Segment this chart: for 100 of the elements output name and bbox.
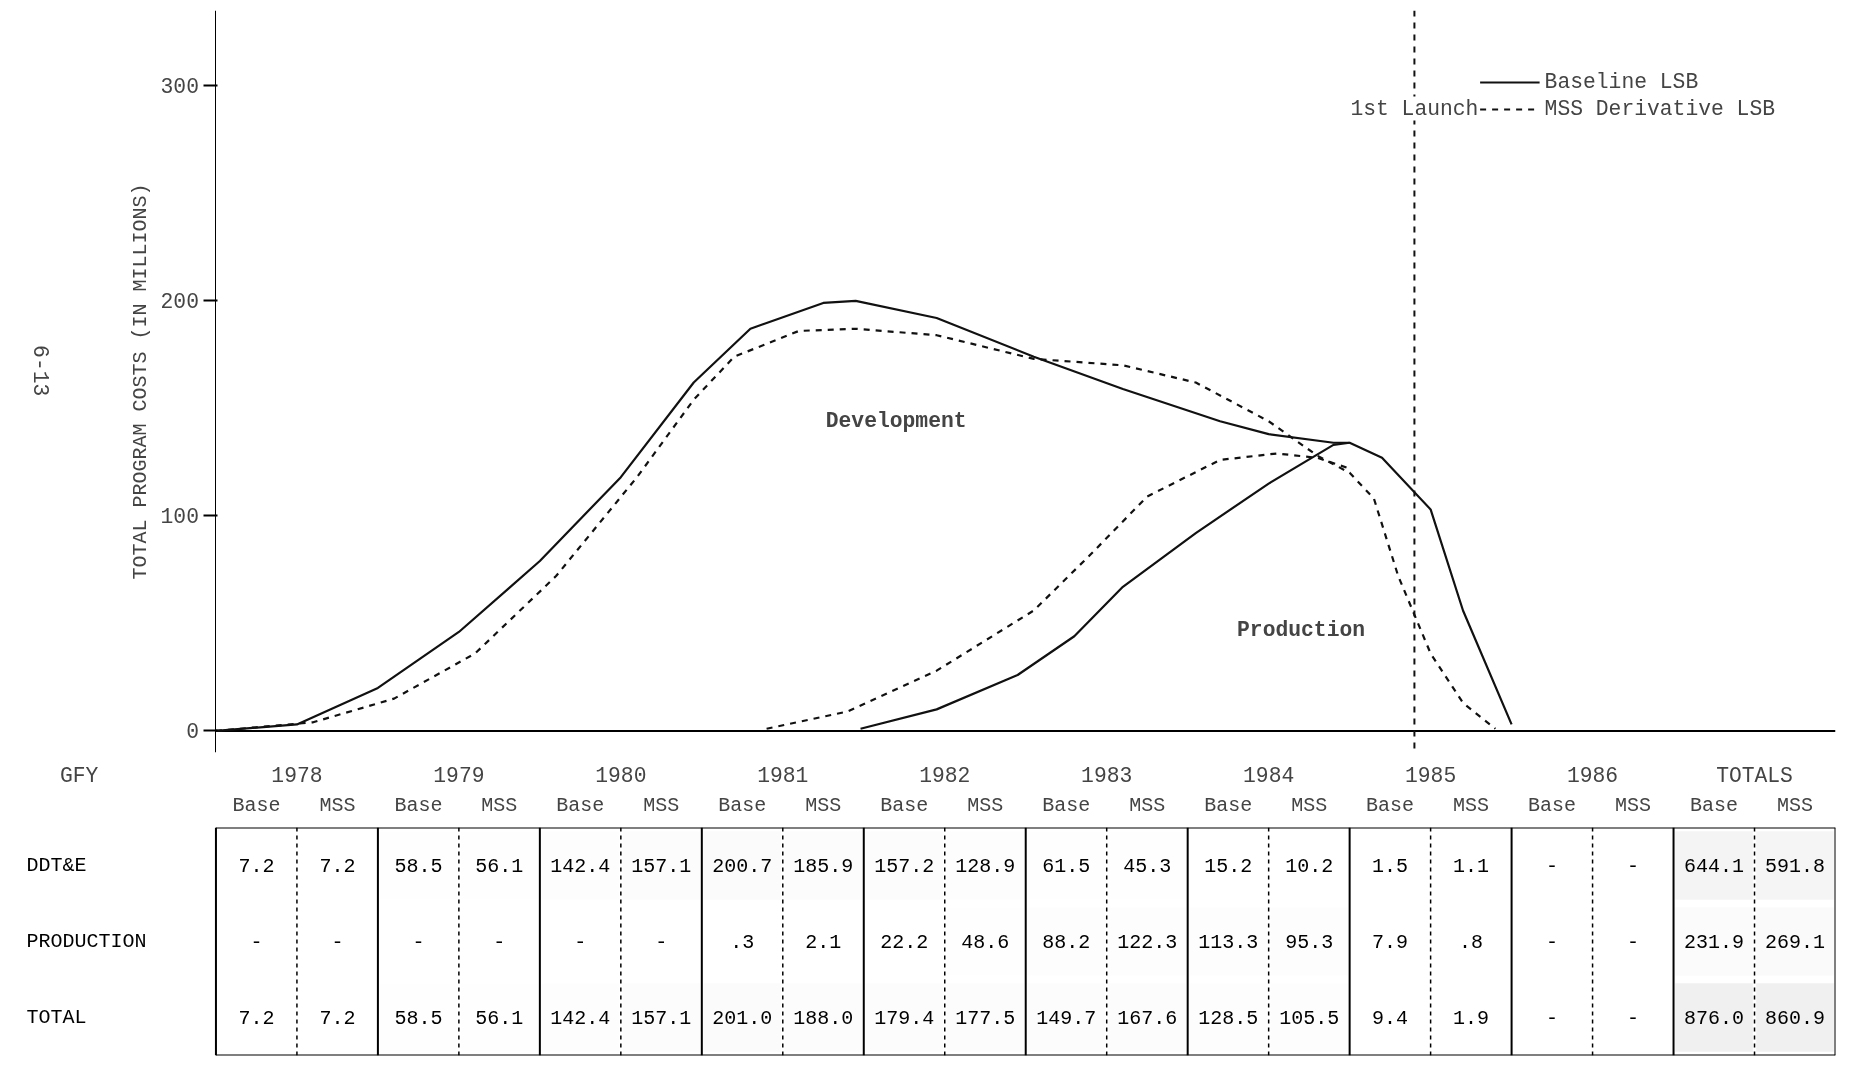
- data-label: 269.1: [1765, 931, 1826, 954]
- data-label: 7.2: [238, 855, 275, 878]
- y-tick-label: TOTAL: [26, 1006, 87, 1029]
- data-label: 22.2: [880, 931, 929, 954]
- x-tick-label: MSS: [643, 793, 680, 817]
- data-label: 95.3: [1285, 931, 1334, 954]
- data-label: 167.6: [1117, 1007, 1178, 1030]
- data-label: 128.9: [955, 855, 1016, 878]
- y-axis-title: TOTAL PROGRAM COSTS (IN MILLIONS): [129, 183, 153, 580]
- x-tick-label: 1983: [1081, 763, 1133, 788]
- x-tick-label: MSS: [1777, 793, 1814, 817]
- data-label: 876.0: [1684, 1007, 1745, 1030]
- annotation: Development: [825, 409, 967, 434]
- ref-line-label: 1st Launch: [1350, 96, 1479, 121]
- data-label: 61.5: [1042, 855, 1091, 878]
- x-tick-label: MSS: [1615, 793, 1652, 817]
- data-label: 157.1: [631, 1007, 692, 1030]
- data-label: 591.8: [1765, 855, 1826, 878]
- x-tick-label: 1980: [595, 763, 647, 788]
- data-label: 157.2: [874, 855, 935, 878]
- data-label: 177.5: [955, 1007, 1016, 1030]
- text: -: [1627, 855, 1640, 878]
- x-tick-label: Base: [556, 793, 605, 817]
- x-tick-label: Base: [1690, 793, 1739, 817]
- x-tick-label: 1985: [1405, 763, 1457, 788]
- text: -: [655, 931, 668, 954]
- data-label: 9.4: [1372, 1007, 1409, 1030]
- legend-label: MSS Derivative LSB: [1544, 97, 1775, 121]
- data-label: 7.2: [319, 855, 356, 878]
- x-tick-label: MSS: [805, 793, 842, 817]
- data-label: 113.3: [1198, 931, 1259, 954]
- data-label: 105.5: [1279, 1007, 1340, 1030]
- text: -: [1546, 931, 1559, 954]
- x-tick-label: Base: [1528, 793, 1577, 817]
- data-label: 10.2: [1285, 855, 1334, 878]
- data-label: 1.1: [1453, 855, 1490, 878]
- data-label: 122.3: [1117, 931, 1178, 954]
- x-tick-label: Base: [1204, 793, 1253, 817]
- text: -: [493, 931, 506, 954]
- x-tick-label: MSS: [1291, 793, 1328, 817]
- data-label: 149.7: [1036, 1007, 1097, 1030]
- data-label: 2.1: [805, 931, 842, 954]
- text: 6-13: [27, 345, 52, 397]
- data-label: 179.4: [874, 1007, 935, 1030]
- data-label: 231.9: [1684, 931, 1745, 954]
- x-tick-label: MSS: [967, 793, 1004, 817]
- text: -: [250, 931, 263, 954]
- data-label: 200.7: [712, 855, 773, 878]
- y-tick-label: 0: [186, 720, 199, 745]
- x-tick-label: 1978: [271, 763, 323, 788]
- data-label: 58.5: [394, 855, 443, 878]
- data-label: 48.6: [961, 931, 1010, 954]
- data-label: 201.0: [712, 1007, 773, 1030]
- data-label: 56.1: [475, 855, 524, 878]
- text: -: [1546, 1007, 1559, 1030]
- x-tick-label: MSS: [319, 793, 356, 817]
- data-label: 185.9: [793, 855, 854, 878]
- data-label: 157.1: [631, 855, 692, 878]
- x-tick-label: 1979: [433, 763, 485, 788]
- annotation: Production: [1237, 618, 1366, 643]
- x-tick-label: 1982: [919, 763, 971, 788]
- data-label: 860.9: [1765, 1007, 1826, 1030]
- data-label: .8: [1459, 931, 1484, 954]
- legend-label: Baseline LSB: [1544, 70, 1699, 94]
- x-tick-label: 1981: [757, 763, 809, 788]
- data-label: 128.5: [1198, 1007, 1259, 1030]
- data-label: 45.3: [1123, 855, 1172, 878]
- data-label: .3: [730, 931, 755, 954]
- data-label: 644.1: [1684, 855, 1745, 878]
- data-label: 88.2: [1042, 931, 1091, 954]
- y-tick-label: 200: [160, 290, 199, 315]
- x-tick-label: MSS: [1453, 793, 1490, 817]
- data-label: 142.4: [550, 1007, 611, 1030]
- y-tick-label: PRODUCTION: [26, 930, 147, 953]
- x-tick-label: Base: [1042, 793, 1091, 817]
- data-label: 58.5: [394, 1007, 443, 1030]
- x-tick-label: Base: [880, 793, 929, 817]
- data-label: 56.1: [475, 1007, 524, 1030]
- x-tick-label: Base: [232, 793, 281, 817]
- x-tick-label: Base: [1366, 793, 1415, 817]
- data-label: 7.2: [319, 1007, 356, 1030]
- text: -: [574, 931, 587, 954]
- text: -: [331, 931, 344, 954]
- x-tick-label: MSS: [1129, 793, 1166, 817]
- y-tick-label: 100: [160, 505, 199, 530]
- x-tick-label: MSS: [481, 793, 518, 817]
- data-label: 1.9: [1453, 1007, 1490, 1030]
- y-tick-label: 300: [160, 75, 199, 100]
- x-tick-label: Base: [718, 793, 767, 817]
- data-label: 188.0: [793, 1007, 854, 1030]
- text: -: [1627, 931, 1640, 954]
- x-tick-label: 1984: [1243, 763, 1295, 788]
- text: -: [1627, 1007, 1640, 1030]
- data-label: 7.2: [238, 1007, 275, 1030]
- x-tick-label: Base: [394, 793, 443, 817]
- data-label: 7.9: [1372, 931, 1409, 954]
- x-axis-title: GFY: [59, 763, 99, 788]
- data-label: 142.4: [550, 855, 611, 878]
- data-label: 15.2: [1204, 855, 1253, 878]
- text: -: [1546, 855, 1559, 878]
